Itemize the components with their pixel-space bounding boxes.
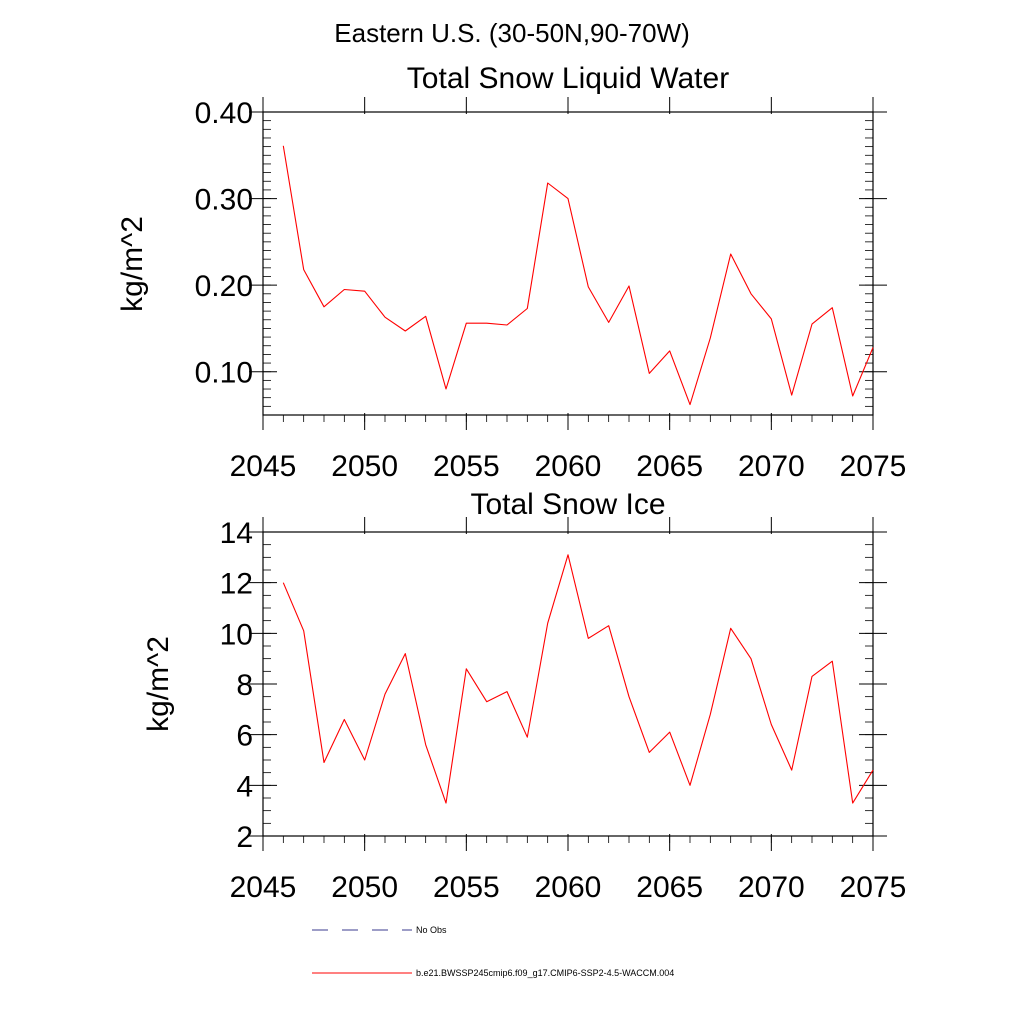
- y-tick-label: 6: [236, 720, 253, 753]
- x-tick-label: 2050: [331, 871, 398, 904]
- x-tick-label: 2045: [230, 450, 297, 483]
- y-tick-label: 14: [220, 517, 253, 550]
- panel-title-liquid-water: Total Snow Liquid Water: [407, 62, 729, 95]
- x-tick-label: 2060: [535, 871, 602, 904]
- panel-snow-ice: Total Snow Ice kg/m^2 2 4 6 8 10 12 14 2045 2050…: [142, 488, 906, 904]
- x-tick-label: 2065: [636, 450, 703, 483]
- x-tick-label: 2070: [738, 450, 805, 483]
- y-tick-label: 12: [220, 568, 253, 601]
- x-tick-label: 2075: [840, 450, 907, 483]
- plot-frame: [262, 531, 874, 837]
- x-tick-label: 2060: [535, 450, 602, 483]
- y-tick-label: 0.20: [195, 270, 253, 303]
- x-tick-label: 2075: [840, 871, 907, 904]
- y-tick-label: 0.10: [195, 357, 253, 390]
- legend-no-obs-label: No Obs: [416, 925, 447, 935]
- x-tick-label: 2055: [433, 450, 500, 483]
- figure-suptitle: Eastern U.S. (30-50N,90-70W): [334, 18, 689, 48]
- x-tick-label: 2050: [331, 450, 398, 483]
- x-tick-label: 2055: [433, 871, 500, 904]
- y-axis-label-snow-ice: kg/m^2: [142, 636, 175, 732]
- legend-series-label: b.e21.BWSSP245cmip6.f09_g17.CMIP6-SSP2-4…: [416, 968, 674, 978]
- y-axis-label-liquid-water: kg/m^2: [116, 216, 149, 312]
- y-tick-label: 8: [236, 669, 253, 702]
- y-tick-label: 0.40: [195, 97, 253, 130]
- x-tick-label: 2065: [636, 871, 703, 904]
- panel-snow-liquid-water: Total Snow Liquid Water kg/m^2 0.10 0.20 0…: [116, 62, 906, 483]
- y-tick-label: 2: [236, 821, 253, 854]
- x-tick-label: 2045: [230, 871, 297, 904]
- panel-title-snow-ice: Total Snow Ice: [470, 488, 665, 521]
- y-tick-label: 4: [236, 770, 253, 803]
- y-tick-label: 10: [220, 618, 253, 651]
- plot-frame: [262, 111, 874, 416]
- series-line: [282, 145, 874, 406]
- series-line: [282, 554, 874, 804]
- y-tick-label: 0.30: [195, 184, 253, 217]
- legend: No Obs b.e21.BWSSP245cmip6.f09_g17.CMIP6…: [312, 925, 674, 978]
- x-tick-label: 2070: [738, 871, 805, 904]
